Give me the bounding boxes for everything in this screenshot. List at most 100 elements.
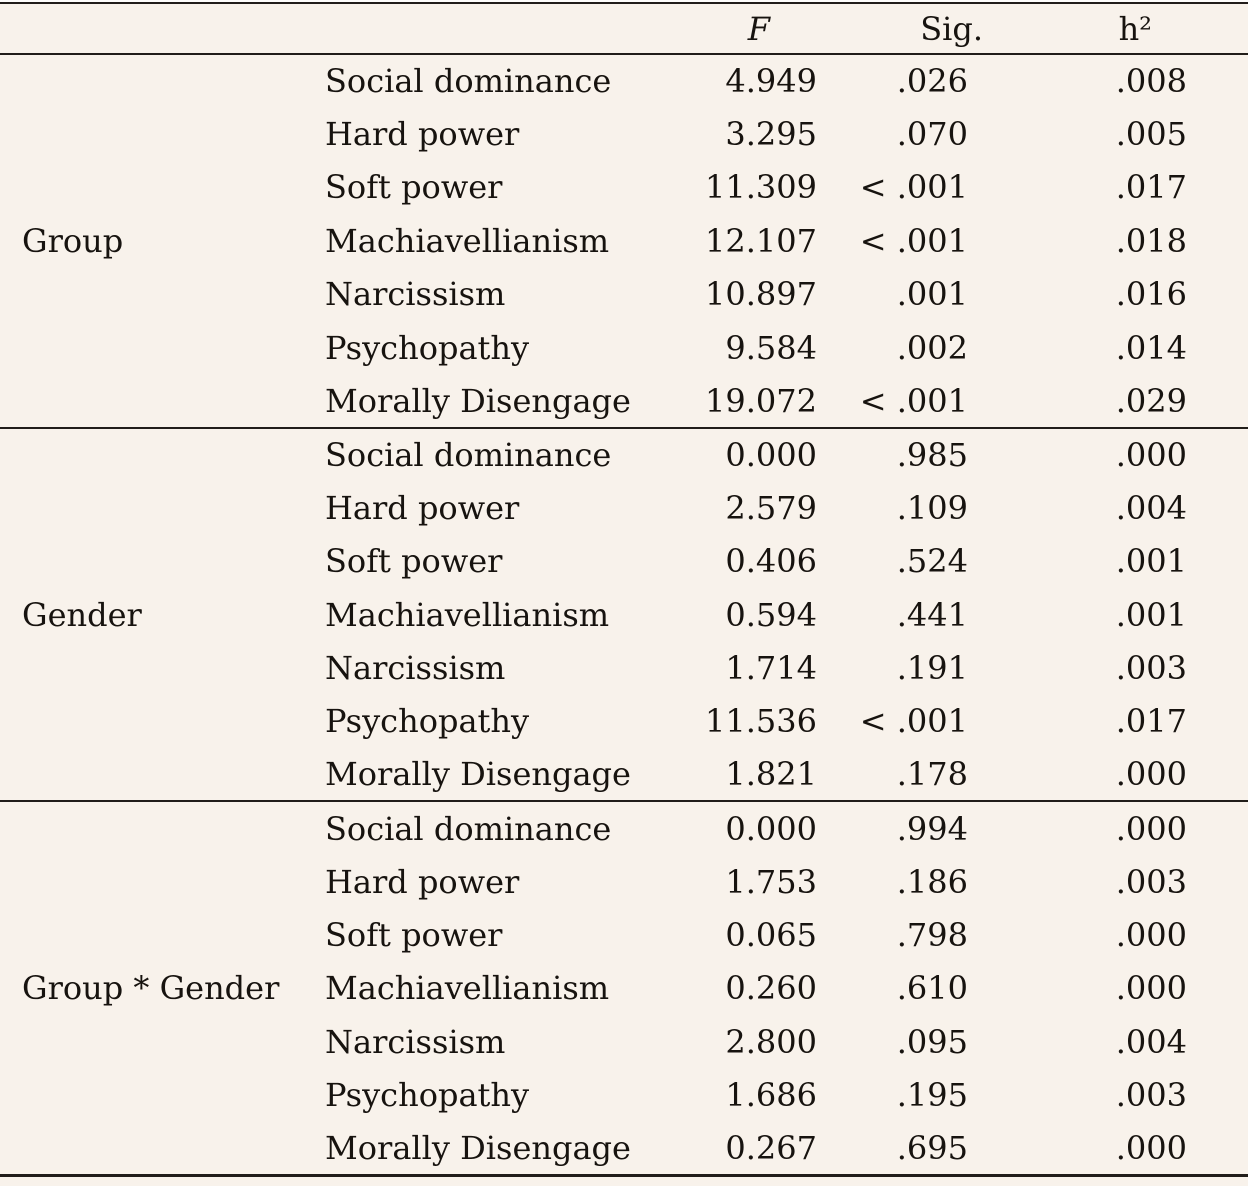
sig-value: .002 [896,328,968,367]
f-value: 19.072 [705,381,817,420]
sig-value: .186 [896,862,968,901]
f-value: 4.949 [725,62,817,101]
effect-label: Gender [22,595,142,634]
eta-value: .000 [1115,809,1187,848]
f-value: 0.000 [725,435,817,474]
table-row: Hard power 1.753 .186 .003 [0,855,1248,908]
variable-label: Narcissism [325,275,506,314]
eta-value: .000 [1115,755,1187,794]
table-row: Psychopathy 1.686 .195 .003 [0,1068,1248,1121]
sig-value: .798 [896,915,968,954]
f-value: 2.579 [725,488,817,527]
header-significance: Sig. [920,9,983,48]
table-row: Group Social dominance 4.949 .026 .008 [0,54,1248,260]
variable-label: Soft power [325,915,503,954]
eta-value: .016 [1115,275,1187,314]
sig-value: .195 [896,1076,968,1115]
f-value: 2.800 [725,1022,817,1061]
sig-value: .695 [896,1128,968,1167]
sig-value: .178 [896,755,968,794]
f-value: 0.267 [725,1128,817,1167]
f-value: 0.406 [725,542,817,581]
table-row: Machiavellianism 0.594 .441 .001 [0,588,1248,641]
f-value: 9.584 [725,328,817,367]
section-group: Group Social dominance 4.949 .026 .008 H… [0,54,1248,428]
f-value: 3.295 [725,115,817,154]
sig-value: .095 [896,1022,968,1061]
f-value: 10.897 [705,275,817,314]
variable-label: Morally Disengage [325,1128,631,1167]
table-row: Soft power 11.309 < .001 .017 [0,161,1248,214]
variable-label: Hard power [325,488,520,527]
eta-value: .014 [1115,328,1187,367]
table-row: Soft power 0.065 .798 .000 [0,908,1248,961]
variable-label: Social dominance [325,62,612,101]
variable-label: Soft power [325,542,503,581]
f-value: 1.821 [725,755,817,794]
table-row: Narcissism 1.714 .191 .003 [0,641,1248,694]
variable-label: Psychopathy [325,328,530,367]
variable-label: Hard power [325,862,520,901]
sig-value: .610 [896,969,968,1008]
variable-label: Soft power [325,168,503,207]
variable-label: Psychopathy [325,702,530,741]
variable-label: Psychopathy [325,1076,530,1115]
page-top-margin [0,0,1248,2]
table-row: Psychopathy 9.584 .002 .014 [0,321,1248,374]
f-value: 1.714 [725,648,817,687]
table-row: Morally Disengage 1.821 .178 .000 [0,748,1248,801]
sig-value: .994 [896,809,968,848]
variable-label: Machiavellianism [325,969,610,1008]
f-value: 1.686 [725,1076,817,1115]
table-header-row: F Sig. h² [0,3,1248,54]
eta-value: .017 [1115,168,1187,207]
sig-value: .070 [896,115,968,154]
sig-value: .001 [896,275,968,314]
f-value: 11.309 [705,168,817,207]
eta-value: .000 [1115,969,1187,1008]
variable-label: Morally Disengage [325,381,631,420]
sig-value: .441 [896,595,968,634]
eta-value: .000 [1115,915,1187,954]
f-value: 0.594 [725,595,817,634]
f-value: 12.107 [705,221,817,260]
eta-value: .018 [1115,221,1187,260]
eta-value: .001 [1115,595,1187,634]
sig-value: < .001 [859,702,968,741]
sig-value: < .001 [859,221,968,260]
table-row: Psychopathy 11.536 < .001 .017 [0,695,1248,748]
sig-value: .985 [896,435,968,474]
variable-label: Morally Disengage [325,755,631,794]
variable-label: Machiavellianism [325,221,610,260]
table-row: Morally Disengage 19.072 < .001 .029 [0,374,1248,427]
eta-value: .017 [1115,702,1187,741]
table-row: Soft power 0.406 .524 .001 [0,535,1248,588]
eta-value: .029 [1115,381,1187,420]
f-value: 0.000 [725,809,817,848]
eta-value: .004 [1115,488,1187,527]
eta-value: .000 [1115,1128,1187,1167]
effect-label: Group [22,221,124,260]
table-row: Hard power 3.295 .070 .005 [0,107,1248,160]
sig-value: .109 [896,488,968,527]
header-variable [305,3,652,54]
eta-value: .001 [1115,542,1187,581]
sig-value: < .001 [859,381,968,420]
sig-value: < .001 [859,168,968,207]
eta-value: .003 [1115,1076,1187,1115]
table-row: Gender Social dominance 0.000 .985 .000 [0,428,1248,634]
sig-value: .026 [896,62,968,101]
table-row: Group * Gender Social dominance 0.000 .9… [0,801,1248,1007]
f-value: 11.536 [705,702,817,741]
f-value: 1.753 [725,862,817,901]
section-group-gender-interaction: Group * Gender Social dominance 0.000 .9… [0,801,1248,1175]
variable-label: Narcissism [325,648,506,687]
header-eta-squared: h² [1118,9,1152,48]
f-value: 0.065 [725,915,817,954]
table-row: Machiavellianism 12.107 < .001 .018 [0,214,1248,267]
table-row: Narcissism 10.897 .001 .016 [0,268,1248,321]
eta-value: .008 [1115,62,1187,101]
f-value: 0.260 [725,969,817,1008]
variable-label: Social dominance [325,435,612,474]
